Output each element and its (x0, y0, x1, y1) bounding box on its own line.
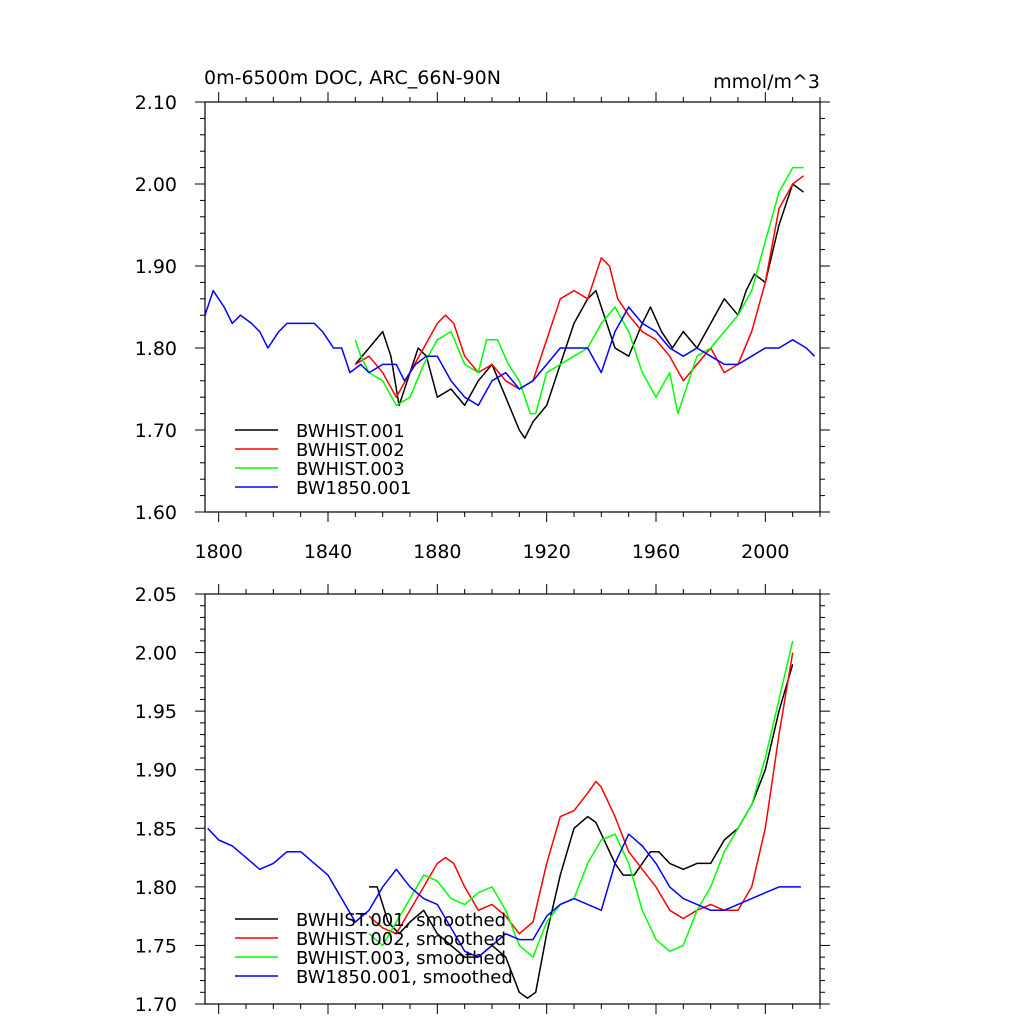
chart-title: 0m-6500m DOC, ARC_66N-90N (204, 67, 501, 89)
y-tick-label: 2.00 (135, 174, 177, 196)
chart-panel-bottom: 1.70 1.75 1.80 1.85 1.90 1.95 2.00 2.05 BWHIST.… (135, 584, 830, 1016)
y-tick-label: 1.75 (135, 935, 177, 957)
legend-label: BWHIST.002 (296, 440, 405, 461)
legend-label: BWHIST.003, smoothed (296, 948, 506, 969)
y-tick-label: 1.80 (135, 338, 177, 360)
y-tick-label: 1.60 (135, 502, 177, 524)
legend-label: BWHIST.002, smoothed (296, 929, 506, 950)
series-line-bwhist-002-smoothed (368, 652, 794, 935)
x-tick-label: 1800 (194, 541, 242, 563)
y-tick-label: 1.70 (135, 994, 177, 1016)
chart-panel-top: 0m-6500m DOC, ARC_66N-90N mmol/m^3 1800 1… (135, 67, 830, 563)
axis-ticks-top: 1800 1840 1880 1920 1960 2000 1.60 1.70 1.80 1.90… (135, 92, 830, 563)
y-tick-label: 1.85 (135, 818, 177, 840)
y-tick-label: 1.90 (135, 760, 177, 782)
chart-units: mmol/m^3 (713, 71, 820, 93)
series-line-bw1850-001 (204, 289, 816, 407)
series-lines-top (204, 166, 816, 439)
legend-label: BW1850.001, smoothed (296, 967, 513, 988)
x-tick-label: 2000 (741, 541, 789, 563)
series-line-bwhist-003 (354, 166, 804, 415)
series-line-bwhist-001-smoothed (369, 664, 794, 999)
x-tick-label: 1840 (304, 541, 352, 563)
x-tick-label: 1880 (413, 541, 461, 563)
y-tick-label: 1.90 (135, 256, 177, 278)
axis-ticks-bottom: 1.70 1.75 1.80 1.85 1.90 1.95 2.00 2.05 (135, 584, 830, 1016)
series-line-bwhist-001 (354, 183, 805, 439)
series-lines-bottom (207, 640, 801, 999)
y-tick-label: 1.70 (135, 420, 177, 442)
legend-label: BWHIST.003 (296, 459, 405, 480)
legend-label: BWHIST.001, smoothed (296, 910, 506, 931)
series-line-bwhist-002 (354, 175, 805, 398)
x-tick-label: 1960 (632, 541, 680, 563)
y-tick-label: 2.00 (135, 643, 177, 665)
y-tick-label: 2.10 (135, 92, 177, 114)
plot-frame-top (204, 101, 821, 513)
plot-frame-bottom (204, 593, 821, 1005)
series-line-bwhist-003-smoothed (368, 640, 794, 958)
legend-label: BW1850.001 (296, 478, 411, 499)
y-tick-label: 2.05 (135, 584, 177, 606)
y-tick-label: 1.80 (135, 877, 177, 899)
legend-label: BWHIST.001 (296, 421, 405, 442)
series-line-bw1850-001-smoothed (207, 827, 801, 958)
y-tick-label: 1.95 (135, 701, 177, 723)
x-tick-label: 1920 (522, 541, 570, 563)
